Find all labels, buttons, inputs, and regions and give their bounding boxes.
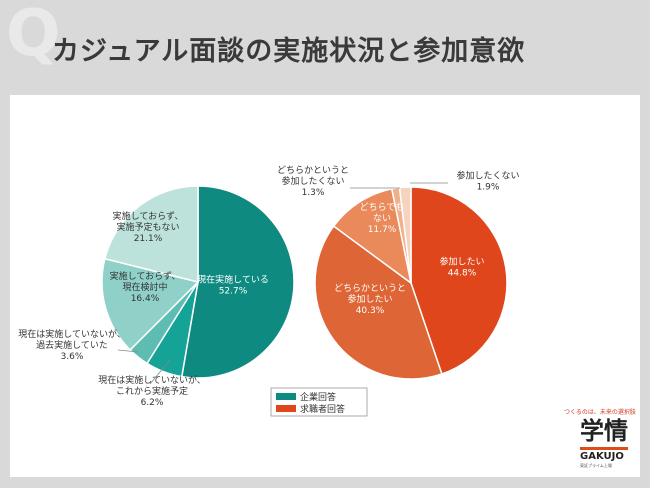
jobseeker-slice-0	[410, 186, 508, 375]
logo-name: GAKUJO	[580, 451, 624, 462]
company-slice-label-4-line-0: 実施しておらず、	[113, 210, 184, 222]
page-title: カジュアル面談の実施状況と参加意欲	[52, 36, 526, 67]
legend: 企業回答 求職者回答	[270, 387, 368, 417]
company-slice-0	[180, 185, 295, 379]
legend-swatch-0	[276, 393, 296, 400]
company-slice-label-3-line-2: 16.4%	[131, 294, 160, 304]
logo-sub: 東証プライム上場	[580, 463, 612, 468]
jobseeker-slice-label-0-line-0: 参加したい	[439, 256, 484, 268]
jobseeker-slice-label-3-line-1: 参加したくない	[281, 175, 344, 187]
jobseeker-slice-label-2-line-1: ない	[373, 213, 391, 224]
company-slice-label-1-line-1: これから実施予定	[116, 385, 188, 397]
company-slice-3	[101, 257, 200, 351]
company-slice-4	[103, 185, 199, 283]
company-slice-label-3: 実施しておらず、現在検討中 16.4%	[110, 270, 181, 304]
company-slice-label-3-line-0: 実施しておらず、	[110, 270, 181, 282]
jobseeker-slice-label-1-line-2: 40.3%	[356, 306, 385, 316]
leader-lines	[117, 182, 448, 385]
company-slice-label-0-line-0: 現在実施している	[197, 274, 269, 286]
company-leader-1	[149, 359, 171, 385]
jobseeker-slice-label-1-line-1: 参加したい	[347, 293, 392, 305]
company-slice-label-0-line-1: 52.7%	[219, 287, 248, 297]
q-mark: Q	[6, 0, 61, 71]
company-slice-label-4-line-1: 実施予定もない	[116, 221, 179, 233]
jobseeker-slice-label-3-line-2: 1.3%	[302, 188, 325, 198]
company-slice-label-2-line-0: 現在は実施していないが、	[18, 328, 126, 340]
jobseeker-slice-label-3-line-0: どちらかというと	[277, 165, 349, 176]
company-slice-label-1-line-2: 6.2%	[141, 398, 164, 408]
legend-swatch-1	[276, 405, 296, 412]
jobseeker-slice-label-4-line-1: 1.9%	[477, 183, 500, 193]
logo-tagline: つくるのは、未来の選択肢	[564, 409, 636, 416]
jobseeker-slice-label-4: 参加したくない 1.9%	[456, 170, 519, 193]
company-slice-label-2: 現在は実施していないが、過去実施していた 3.6%	[18, 328, 126, 362]
jobseeker-slice-2	[332, 188, 413, 285]
company-slice-label-4-line-2: 21.1%	[134, 234, 163, 244]
logo-bar	[580, 447, 628, 450]
company-slice-label-4: 実施しておらず、実施予定もない 21.1%	[113, 210, 184, 244]
jobseeker-slice-label-1: どちらかというと参加したい 40.3%	[334, 283, 406, 316]
header: Q カジュアル面談の実施状況と参加意欲	[0, 0, 650, 95]
legend-label-1: 求職者回答	[300, 403, 345, 415]
jobseeker-slice-label-3: どちらかというと参加したくない 1.3%	[277, 165, 349, 198]
jobseeker-slice-label-0-line-1: 44.8%	[448, 269, 477, 279]
legend-label-0: 企業回答	[300, 391, 336, 403]
jobseeker-slice-1	[314, 225, 443, 380]
jobseeker-slice-label-4-line-0: 参加したくない	[456, 170, 519, 182]
jobseeker-pie: 参加したい 44.8%どちらかというと参加したい 40.3%どちらでもない 11.7%…	[277, 165, 520, 380]
logo-kanji: 学情	[580, 417, 628, 445]
jobseeker-slice-label-2-line-0: どちらでも	[360, 202, 405, 213]
company-pie: 現在実施している52.7%現在は実施していないが、これから実施予定6.2%現在は…	[18, 185, 295, 408]
jobseeker-slice-label-0: 参加したい 44.8%	[439, 256, 484, 279]
gakujo-logo: つくるのは、未来の選択肢 学情 GAKUJO 東証プライム上場	[560, 405, 640, 475]
jobseeker-slice-label-2-line-2: 11.7%	[368, 225, 397, 235]
jobseeker-slice-label-1-line-0: どちらかというと	[334, 283, 406, 294]
company-slice-label-2-line-2: 3.6%	[61, 352, 84, 362]
company-slice-label-1-line-0: 現在は実施していないが、	[98, 374, 206, 386]
company-leader-2	[117, 349, 139, 353]
company-slice-label-3-line-1: 現在検討中	[122, 281, 167, 293]
jobseeker-slice-label-2: どちらでもない 11.7%	[360, 202, 405, 235]
company-slice-label-0: 現在実施している 52.7%	[197, 274, 269, 297]
company-slice-label-2-line-1: 過去実施していた	[36, 339, 108, 351]
